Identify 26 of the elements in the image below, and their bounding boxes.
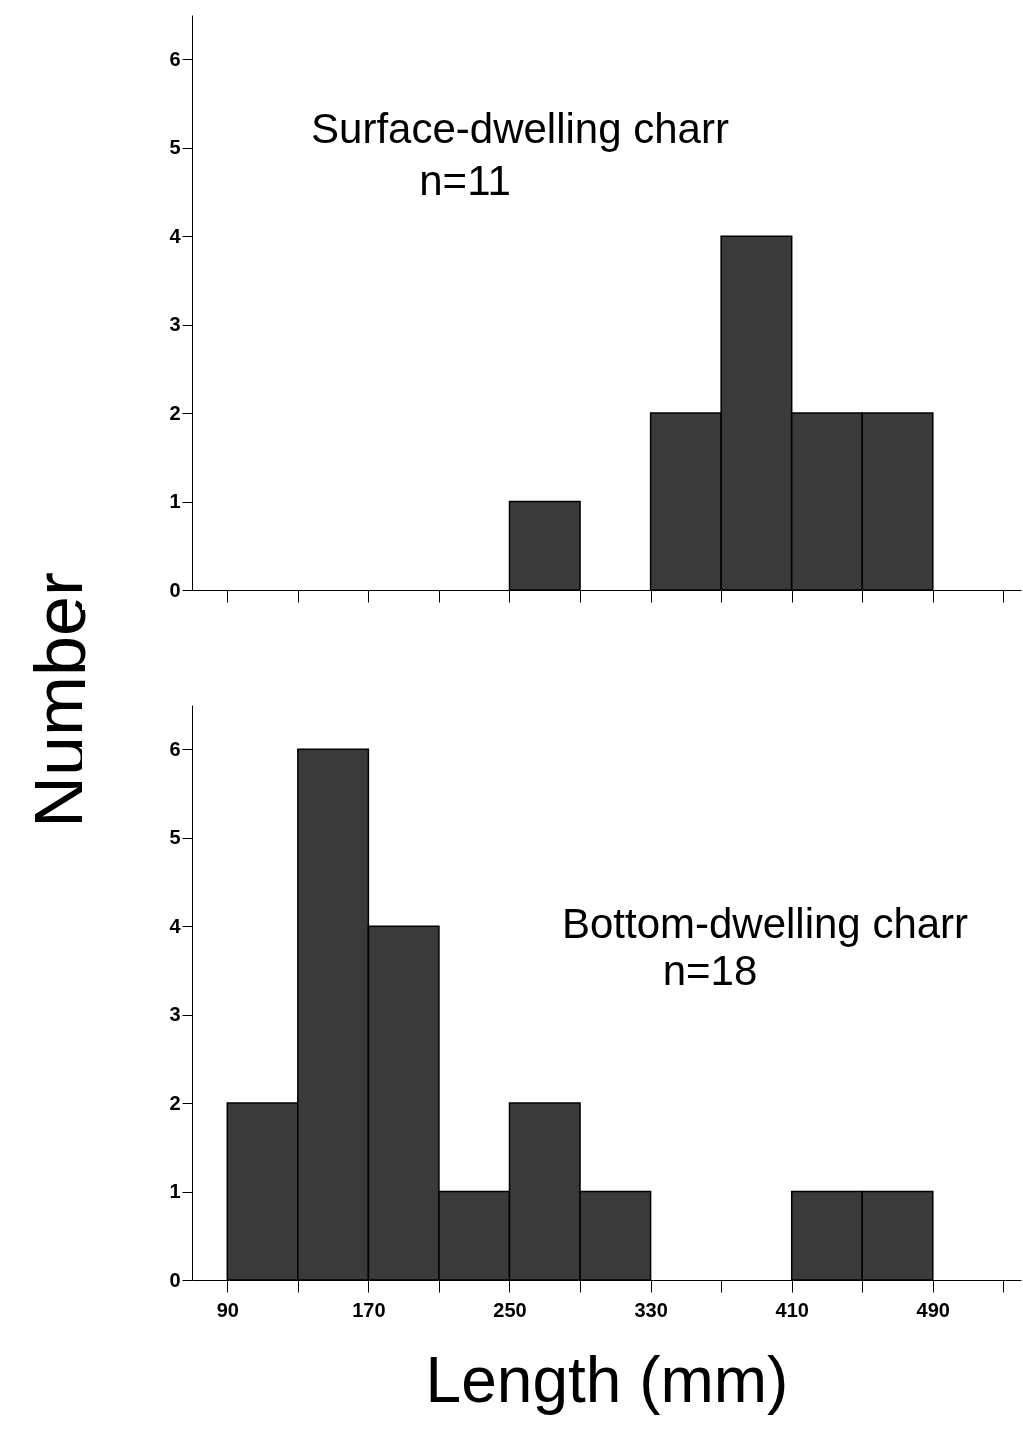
annotation: Bottom-dwelling charr [561, 900, 969, 947]
y-tick-label: 3 [169, 313, 181, 336]
y-tick-label: 3 [169, 1003, 181, 1026]
y-tick-label: 6 [169, 737, 181, 760]
x-tick-label: 250 [493, 1298, 527, 1321]
x-axis-title: Length (mm) [425, 1343, 789, 1416]
y-tick-label: 5 [169, 136, 181, 159]
y-tick-label: 4 [169, 914, 182, 937]
y-tick-label: 5 [169, 826, 181, 849]
x-tick-label: 490 [916, 1298, 950, 1321]
y-axis-title: Number [19, 571, 101, 829]
x-tick-label: 410 [775, 1298, 809, 1321]
y-tick-label: 0 [169, 1268, 181, 1291]
y-tick-label: 4 [169, 224, 182, 247]
x-tick-label: 170 [352, 1298, 386, 1321]
y-tick-label: 1 [169, 1180, 181, 1203]
y-tick-label: 2 [169, 1091, 181, 1114]
annotation: Surface-dwelling charr [311, 105, 729, 152]
y-tick-label: 0 [169, 578, 181, 601]
x-tick-label: 90 [216, 1298, 239, 1321]
y-tick-label: 1 [169, 490, 181, 513]
annotation: n=18 [662, 947, 758, 994]
x-tick-label: 330 [634, 1298, 668, 1321]
annotation: n=11 [419, 157, 511, 204]
y-tick-label: 6 [169, 47, 181, 70]
y-tick-label: 2 [169, 401, 181, 424]
